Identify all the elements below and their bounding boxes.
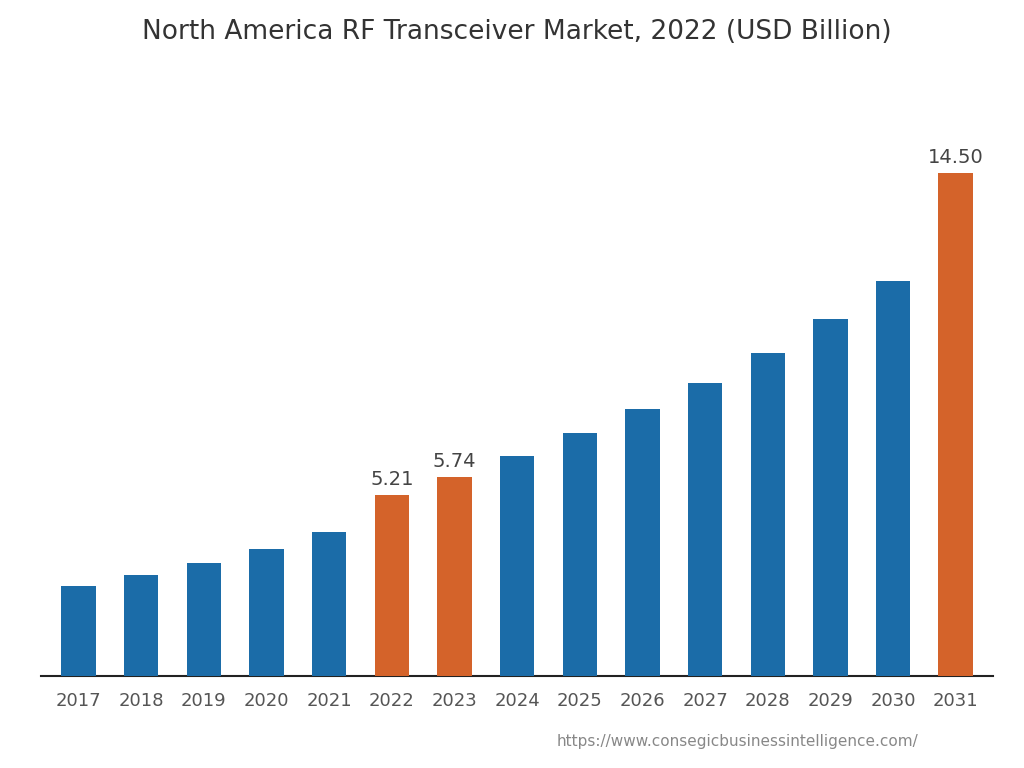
Text: 5.21: 5.21 (370, 470, 414, 489)
Bar (312, 532, 346, 676)
Bar (124, 575, 159, 676)
Bar (437, 477, 472, 676)
Bar (876, 280, 910, 676)
Bar (688, 383, 722, 676)
Text: 14.50: 14.50 (928, 148, 984, 167)
Bar (186, 563, 221, 676)
Bar (562, 433, 597, 676)
Text: https://www.consegicbusinessintelligence.com/: https://www.consegicbusinessintelligence… (556, 733, 919, 749)
Bar (626, 409, 659, 676)
Text: 5.74: 5.74 (433, 452, 476, 471)
Bar (938, 173, 973, 676)
Bar (375, 495, 409, 676)
Bar (751, 353, 785, 676)
Bar (61, 586, 96, 676)
Bar (249, 549, 284, 676)
Bar (500, 455, 535, 676)
Bar (813, 319, 848, 676)
Title: North America RF Transceiver Market, 2022 (USD Billion): North America RF Transceiver Market, 202… (142, 18, 892, 45)
